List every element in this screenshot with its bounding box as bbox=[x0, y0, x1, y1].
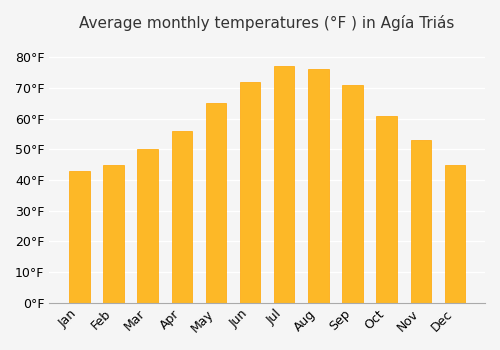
Bar bbox=[308, 70, 328, 303]
Bar bbox=[376, 116, 397, 303]
Bar bbox=[104, 164, 124, 303]
Bar bbox=[172, 131, 192, 303]
Bar bbox=[274, 66, 294, 303]
Bar bbox=[342, 85, 363, 303]
Title: Average monthly temperatures (°F ) in Agía Triás: Average monthly temperatures (°F ) in Ag… bbox=[80, 15, 455, 31]
Bar bbox=[138, 149, 158, 303]
Bar bbox=[206, 103, 226, 303]
Bar bbox=[410, 140, 431, 303]
Bar bbox=[444, 164, 465, 303]
Bar bbox=[240, 82, 260, 303]
Bar bbox=[69, 171, 89, 303]
